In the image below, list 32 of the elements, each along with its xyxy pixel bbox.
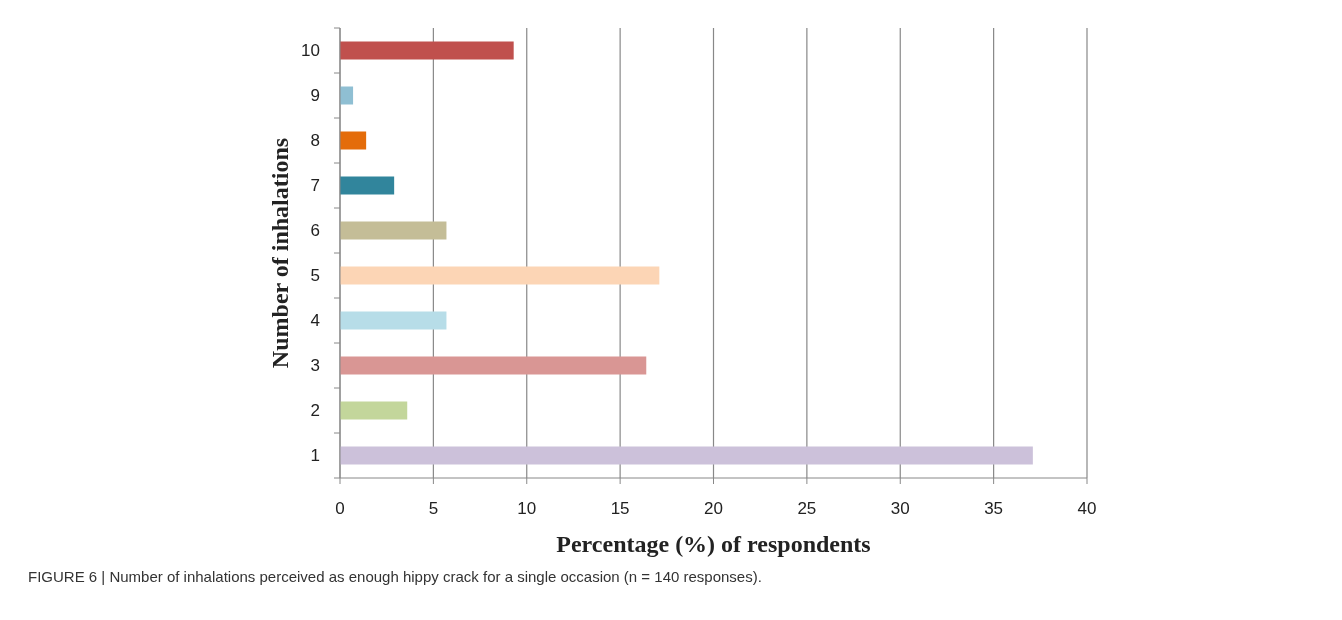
y-tick-label: 2 bbox=[310, 401, 320, 421]
bar bbox=[340, 266, 660, 285]
x-axis-title: Percentage (%) of respondents bbox=[556, 531, 871, 557]
y-tick-label: 6 bbox=[310, 221, 320, 241]
x-tick-label: 10 bbox=[517, 499, 537, 518]
bar bbox=[340, 401, 408, 420]
x-tick-label: 40 bbox=[1077, 499, 1097, 518]
x-tick-label: 25 bbox=[797, 499, 817, 518]
bar bbox=[340, 41, 514, 60]
bar bbox=[340, 311, 447, 330]
y-tick-label: 7 bbox=[310, 176, 320, 196]
x-tick-label: 0 bbox=[335, 499, 345, 518]
bar bbox=[340, 176, 395, 195]
y-tick-label: 8 bbox=[310, 131, 320, 151]
bar bbox=[340, 86, 354, 105]
y-tick-label: 4 bbox=[310, 311, 320, 331]
bar bbox=[340, 221, 447, 240]
x-tick-label: 15 bbox=[610, 499, 630, 518]
y-axis-title: Number of inhalations bbox=[267, 137, 293, 369]
y-tick-label: 10 bbox=[301, 41, 320, 61]
bar bbox=[340, 131, 367, 150]
y-tick-label: 1 bbox=[310, 446, 320, 466]
y-tick-label: 9 bbox=[310, 86, 320, 106]
x-tick-label: 20 bbox=[704, 499, 723, 518]
y-tick-label: 3 bbox=[310, 356, 320, 376]
y-tick-label: 5 bbox=[310, 266, 320, 286]
x-tick-label: 35 bbox=[984, 499, 1004, 518]
x-tick-label: 30 bbox=[890, 499, 910, 518]
bar bbox=[340, 446, 1033, 465]
bar bbox=[340, 356, 647, 375]
x-tick-label: 5 bbox=[428, 499, 439, 518]
caption: FIGURE 6 | Number of inhalations perceived as enough hippy crack for a single occasion (n = 140 responses). bbox=[28, 568, 762, 585]
